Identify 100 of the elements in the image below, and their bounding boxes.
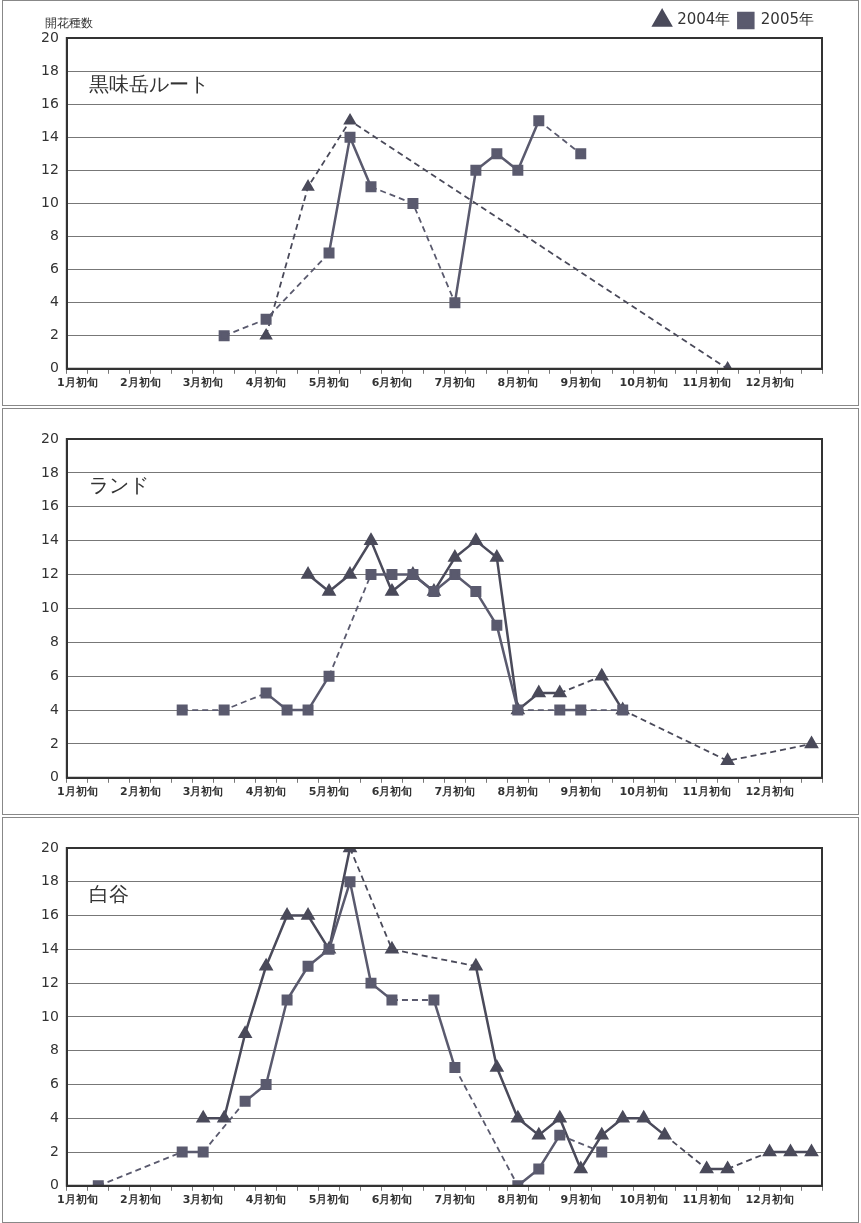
point — [386, 569, 398, 581]
point — [721, 753, 735, 766]
point — [217, 1110, 231, 1123]
x-tick-label: 1月初旬 — [56, 1193, 98, 1207]
y-tick-label: 2 — [49, 1142, 59, 1159]
y-tick-label: 18 — [40, 463, 59, 480]
y-tick-label: 20 — [40, 28, 59, 45]
point — [280, 908, 294, 920]
x-tick-label: 12月初旬 — [745, 785, 794, 799]
point — [365, 181, 377, 193]
point — [554, 1129, 566, 1141]
y-tick-label: 20 — [40, 429, 59, 446]
point — [301, 179, 315, 191]
point — [364, 533, 378, 545]
y-tick-label: 0 — [49, 768, 59, 785]
point — [532, 685, 546, 698]
point — [596, 1146, 608, 1158]
point — [239, 1095, 251, 1107]
point — [428, 994, 440, 1006]
x-tick-label: 7月初旬 — [434, 1193, 476, 1207]
y-tick-label: 6 — [49, 260, 59, 277]
x-tick-label: 10月初旬 — [619, 1193, 668, 1207]
x-tick-label: 3月初旬 — [182, 376, 224, 390]
legend-label: 2004年 — [677, 10, 731, 29]
point — [281, 994, 293, 1006]
point — [763, 1144, 776, 1157]
x-tick-label: 8月初旬 — [497, 785, 539, 799]
y-tick-label: 0 — [49, 359, 59, 376]
point — [784, 1144, 797, 1157]
point — [343, 567, 357, 579]
x-tick-label: 2月初旬 — [119, 1193, 161, 1207]
point — [511, 1110, 525, 1123]
y-tick-label: 2 — [49, 326, 59, 343]
y-tick-label: 16 — [40, 94, 59, 111]
y-axis-title: 開花種数 — [44, 16, 93, 31]
point — [490, 550, 504, 562]
y-tick-label: 2 — [49, 734, 59, 751]
point — [386, 994, 398, 1006]
point — [259, 958, 273, 971]
x-tick-label: 4月初旬 — [245, 376, 287, 390]
point — [176, 704, 188, 716]
point — [448, 550, 462, 562]
y-tick-label: 6 — [49, 666, 59, 683]
point — [343, 113, 357, 125]
x-tick-label: 1月初旬 — [56, 376, 98, 390]
x-tick-label: 2月初旬 — [119, 376, 161, 390]
point — [470, 585, 482, 597]
y-tick-label: 14 — [40, 127, 59, 144]
point — [469, 958, 483, 971]
point — [595, 1127, 609, 1140]
y-tick-label: 18 — [40, 872, 59, 889]
point — [449, 569, 461, 581]
y-tick-label: 6 — [49, 1075, 59, 1092]
y-tick-label: 14 — [40, 531, 59, 548]
point — [301, 908, 315, 920]
point — [260, 1078, 272, 1090]
x-tick-label: 7月初旬 — [434, 785, 476, 799]
text: 白谷 — [88, 882, 129, 907]
point — [196, 1110, 210, 1123]
point — [700, 1161, 714, 1174]
y-tick-label: 0 — [49, 1176, 59, 1193]
x-tick-label: 11月初旬 — [682, 785, 731, 799]
x-tick-label: 8月初旬 — [497, 1193, 539, 1207]
x-tick-label: 5月初旬 — [308, 376, 350, 390]
point — [407, 197, 419, 209]
point — [575, 704, 587, 716]
point — [575, 148, 587, 160]
point — [805, 736, 818, 749]
point — [491, 619, 503, 631]
y-tick-label: 4 — [49, 700, 59, 717]
y-tick-label: 20 — [40, 838, 59, 855]
point — [658, 1127, 672, 1140]
point — [637, 1110, 651, 1123]
point — [805, 1144, 818, 1157]
x-tick-label: 3月初旬 — [182, 785, 224, 799]
point — [281, 704, 293, 716]
text: ランド — [88, 473, 149, 498]
point — [574, 1161, 588, 1174]
point — [365, 569, 377, 581]
y-tick-label: 8 — [49, 632, 59, 649]
point — [301, 567, 315, 579]
y-tick-label: 16 — [40, 497, 59, 514]
point — [512, 164, 524, 176]
point — [470, 164, 482, 176]
x-tick-label: 4月初旬 — [245, 785, 287, 799]
legend-label: 2005年 — [760, 10, 815, 29]
point — [554, 704, 566, 716]
x-tick-label: 11月初旬 — [682, 1193, 731, 1207]
y-tick-label: 10 — [40, 599, 59, 616]
y-tick-label: 14 — [40, 939, 59, 956]
point — [449, 297, 461, 309]
point — [260, 687, 272, 699]
y-tick-label: 4 — [49, 293, 59, 310]
y-tick-label: 8 — [49, 1041, 59, 1058]
point — [344, 131, 356, 143]
point — [218, 704, 230, 716]
y-tick-label: 18 — [40, 61, 59, 78]
x-tick-label: 12月初旬 — [745, 376, 794, 390]
point — [197, 1146, 209, 1158]
y-tick-label: 10 — [40, 1007, 59, 1024]
